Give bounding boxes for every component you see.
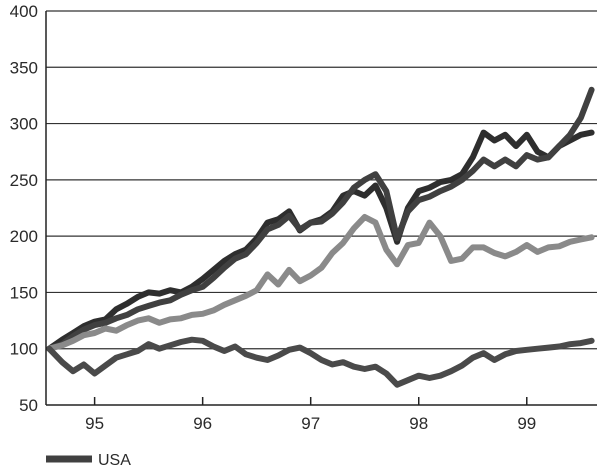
legend: USA	[46, 452, 131, 465]
x-tick-label: 97	[301, 414, 320, 433]
axes	[45, 11, 597, 406]
y-tick-label: 100	[10, 340, 38, 359]
x-tick-label: 98	[409, 414, 428, 433]
y-tick-label: 350	[10, 58, 38, 77]
x-axis-labels: 95 96 97 98 99	[85, 414, 536, 433]
series-line-3	[46, 214, 595, 352]
y-axis-labels: 50 100 150 200 250 300 350 400	[10, 2, 38, 415]
x-tick-label: 99	[517, 414, 536, 433]
y-tick-label: 300	[10, 115, 38, 134]
y-tick-label: 150	[10, 283, 38, 302]
y-tick-label: 200	[10, 227, 38, 246]
y-tick-label: 250	[10, 171, 38, 190]
legend-label-usa: USA	[98, 452, 131, 465]
x-tick-label: 96	[193, 414, 212, 433]
y-tick-label: 400	[10, 2, 38, 21]
series-line-4	[46, 336, 595, 388]
gridlines	[46, 10, 597, 350]
x-tick-label: 95	[85, 414, 104, 433]
series-lines	[46, 86, 595, 388]
series-line-2	[46, 86, 595, 352]
y-tick-label: 50	[19, 396, 38, 415]
